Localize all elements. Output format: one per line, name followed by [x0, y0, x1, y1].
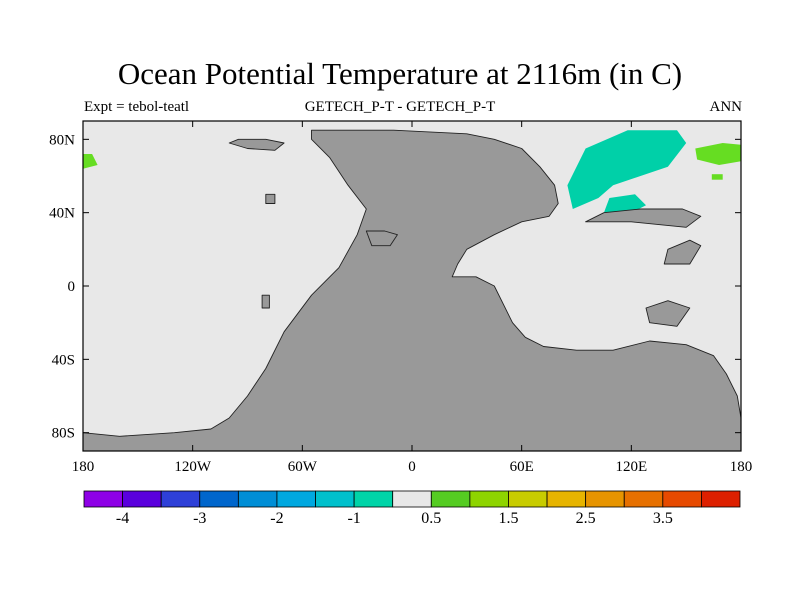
anomaly-region-1: [603, 194, 646, 213]
colorbar-label: 2.5: [575, 510, 596, 527]
x-tick-label: 120W: [174, 459, 212, 475]
anomaly-region-3: [695, 143, 741, 165]
land-region-5: [663, 239, 702, 265]
anomaly-region-4: [711, 174, 723, 180]
colorbar-swatch: [392, 490, 432, 508]
colorbar-swatch: [701, 490, 741, 508]
colorbar-swatch: [237, 490, 278, 508]
chart-title: Ocean Potential Temperature at 2116m (in…: [117, 56, 683, 91]
colorbar-label: -4: [115, 510, 130, 527]
colorbar-swatch: [662, 490, 702, 508]
colorbar-swatch: [508, 490, 548, 508]
colorbar-swatch: [122, 490, 162, 508]
land-region-7: [265, 193, 276, 204]
colorbar-swatch: [83, 490, 123, 508]
land-region-1: [228, 138, 285, 151]
x-tick-label: 120E: [615, 459, 647, 475]
y-tick-label: 40S: [52, 352, 75, 368]
period-label: ANN: [709, 99, 743, 115]
land-region-0: [82, 129, 742, 452]
colorbar-label: -1: [347, 510, 361, 527]
x-tick-label: 180: [730, 459, 753, 475]
experiment-label: Expt = tebol-teatl: [84, 99, 190, 115]
colorbar-swatch: [585, 490, 625, 508]
colorbar-swatch: [623, 490, 664, 508]
x-tick-label: 60E: [510, 459, 534, 475]
x-tick-label: 0: [408, 459, 416, 475]
land-region-3: [585, 208, 702, 228]
land-region-6: [261, 294, 270, 309]
colorbar-label: 1.5: [498, 510, 519, 527]
y-tick-label: 80N: [49, 132, 75, 148]
colorbar-label: 0.5: [421, 510, 442, 527]
y-tick-label: 0: [68, 279, 76, 295]
land-region-2: [365, 230, 398, 247]
colorbar-label: -2: [270, 510, 284, 527]
colorbar-swatch: [546, 490, 587, 508]
colorbar-swatch: [353, 490, 394, 508]
model-label: GETECH_P-T - GETECH_P-T: [304, 99, 496, 115]
colorbar-swatch: [160, 490, 201, 508]
colorbar-swatch: [315, 490, 355, 508]
x-tick-label: 180: [72, 459, 95, 475]
colorbar-label: 3.5: [652, 510, 673, 527]
y-tick-label: 80S: [52, 426, 75, 442]
y-tick-label: 40N: [49, 206, 75, 222]
x-tick-label: 60W: [288, 459, 318, 475]
land-region-4: [645, 300, 691, 327]
colorbar-swatch: [199, 490, 239, 508]
colorbar-swatch: [276, 490, 316, 508]
anomaly-region-0: [567, 130, 687, 209]
anomaly-region-2: [83, 154, 98, 169]
colorbar-swatch: [469, 490, 509, 508]
colorbar-swatch: [430, 490, 471, 508]
colorbar-label: -3: [193, 510, 207, 527]
